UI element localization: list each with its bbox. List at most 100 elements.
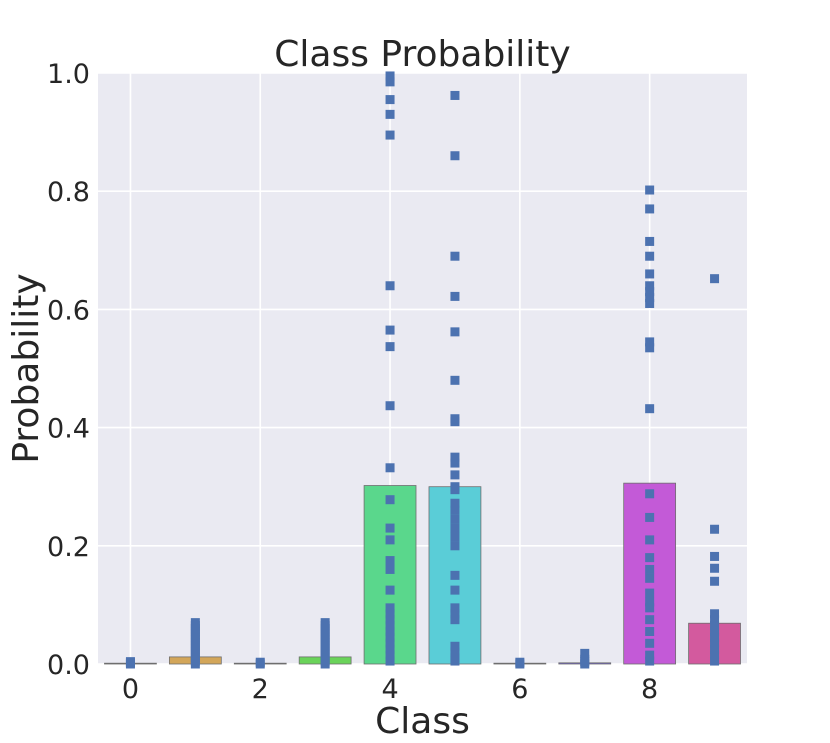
point-class-5: [450, 498, 460, 508]
point-class-8: [645, 404, 655, 414]
point-class-8: [645, 337, 655, 347]
point-class-5: [450, 151, 460, 161]
point-class-9: [710, 274, 720, 284]
point-class-4: [385, 130, 395, 140]
x-tick-label: 2: [252, 674, 269, 705]
point-class-5: [450, 452, 460, 462]
point-class-8: [645, 564, 655, 574]
point-class-5: [450, 458, 460, 468]
point-class-4: [385, 632, 395, 642]
point-class-8: [645, 269, 655, 279]
point-class-9: [710, 524, 720, 534]
point-class-4: [385, 523, 395, 533]
point-class-6: [515, 657, 525, 667]
point-class-9: [710, 615, 720, 625]
point-class-8: [645, 298, 655, 308]
point-class-5: [450, 90, 460, 100]
point-class-9: [710, 632, 720, 642]
point-class-9: [710, 551, 720, 561]
point-class-5: [450, 327, 460, 337]
point-class-4: [385, 564, 395, 574]
point-class-8: [645, 650, 655, 660]
y-tick-label: 0.8: [47, 177, 90, 208]
y-axis-label: Probability: [6, 273, 47, 463]
point-class-5: [450, 609, 460, 619]
point-class-4: [385, 281, 395, 291]
point-class-7: [580, 648, 590, 658]
point-class-4: [385, 656, 395, 666]
point-class-4: [385, 644, 395, 654]
point-class-4: [385, 342, 395, 352]
point-class-5: [450, 417, 460, 427]
point-class-4: [385, 650, 395, 660]
point-class-5: [450, 541, 460, 551]
point-class-8: [645, 281, 655, 291]
point-class-4: [385, 401, 395, 411]
point-class-8: [645, 293, 655, 303]
point-class-2: [255, 657, 265, 667]
point-class-4: [385, 95, 395, 105]
point-class-5: [450, 470, 460, 480]
x-axis-label: Class: [375, 701, 470, 738]
point-class-8: [645, 626, 655, 636]
point-class-4: [385, 621, 395, 631]
point-class-8: [645, 535, 655, 545]
point-class-4: [385, 626, 395, 636]
point-class-8: [645, 615, 655, 625]
point-class-5: [450, 375, 460, 385]
point-class-5: [450, 505, 460, 515]
point-class-5: [450, 570, 460, 580]
point-class-9: [710, 638, 720, 648]
point-class-4: [385, 77, 395, 87]
point-class-4: [385, 603, 395, 613]
point-class-9: [710, 656, 720, 666]
y-tick-label: 0.4: [47, 414, 90, 445]
point-class-8: [645, 489, 655, 499]
point-class-9: [710, 644, 720, 654]
point-class-5: [450, 523, 460, 533]
point-class-5: [450, 656, 460, 666]
point-class-9: [710, 626, 720, 636]
point-class-8: [645, 236, 655, 246]
point-class-8: [645, 638, 655, 648]
point-class-5: [450, 251, 460, 261]
point-class-3: [320, 618, 330, 628]
point-class-9: [710, 650, 720, 660]
point-class-8: [645, 343, 655, 353]
x-tick-label: 0: [122, 674, 139, 705]
point-class-8: [645, 553, 655, 563]
point-class-8: [645, 185, 655, 195]
point-class-8: [645, 573, 655, 583]
chart-title: Class Probability: [274, 34, 570, 75]
point-class-7: [580, 654, 590, 664]
tick-labels: 0 2 4 6 8 0.0 0.2 0.4 0.6 0.8 1.0: [47, 59, 658, 705]
y-tick-label: 0.2: [47, 532, 90, 563]
point-class-5: [450, 647, 460, 657]
point-class-4: [385, 109, 395, 119]
point-class-8: [645, 512, 655, 522]
point-class-5: [450, 532, 460, 542]
y-tick-label: 1.0: [47, 59, 90, 90]
point-class-4: [385, 556, 395, 566]
point-class-5: [450, 585, 460, 595]
y-tick-label: 0.0: [47, 650, 90, 681]
point-class-4: [385, 535, 395, 545]
point-class-8: [645, 204, 655, 214]
point-class-4: [385, 325, 395, 335]
point-class-8: [645, 588, 655, 598]
point-class-5: [450, 641, 460, 651]
point-class-9: [710, 621, 720, 631]
x-tick-label: 4: [381, 674, 398, 705]
point-class-8: [645, 251, 655, 261]
point-class-5: [450, 615, 460, 625]
point-class-9: [710, 576, 720, 586]
x-tick-label: 6: [511, 674, 528, 705]
point-class-8: [645, 597, 655, 607]
point-class-4: [385, 585, 395, 595]
scatter-points: [125, 71, 720, 669]
point-class-8: [645, 287, 655, 297]
point-class-4: [385, 609, 395, 619]
point-class-5: [450, 291, 460, 301]
point-class-1: [190, 618, 200, 628]
